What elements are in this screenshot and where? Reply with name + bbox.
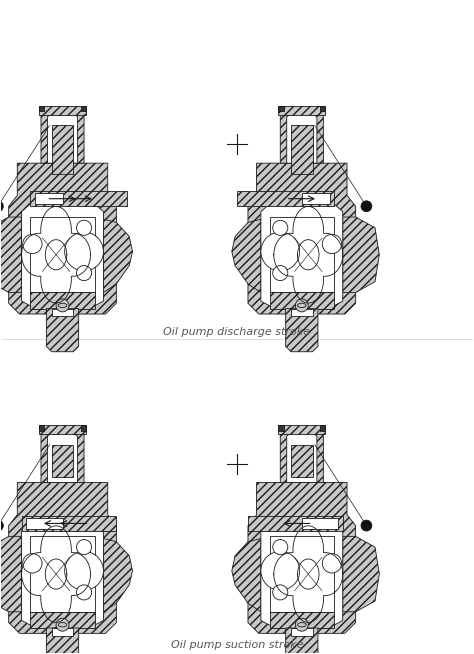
Polygon shape xyxy=(30,217,95,292)
Bar xyxy=(320,106,326,111)
Circle shape xyxy=(322,234,342,254)
Circle shape xyxy=(76,220,91,235)
Circle shape xyxy=(0,520,3,531)
Polygon shape xyxy=(39,425,86,434)
Circle shape xyxy=(261,551,300,591)
Polygon shape xyxy=(302,194,330,204)
Polygon shape xyxy=(22,516,116,531)
Polygon shape xyxy=(291,445,312,477)
Circle shape xyxy=(361,201,372,212)
Polygon shape xyxy=(52,445,73,477)
Polygon shape xyxy=(52,628,73,636)
Polygon shape xyxy=(270,217,334,292)
Ellipse shape xyxy=(298,623,306,627)
Polygon shape xyxy=(22,520,103,628)
Circle shape xyxy=(273,220,288,235)
Circle shape xyxy=(64,232,103,271)
Polygon shape xyxy=(26,518,63,529)
Polygon shape xyxy=(47,114,78,163)
Polygon shape xyxy=(270,292,334,309)
Polygon shape xyxy=(39,106,86,114)
Circle shape xyxy=(76,585,91,600)
Polygon shape xyxy=(0,217,22,292)
Circle shape xyxy=(261,232,300,271)
Circle shape xyxy=(64,551,103,591)
Circle shape xyxy=(56,618,69,631)
Circle shape xyxy=(295,299,308,312)
Bar xyxy=(278,106,283,111)
Polygon shape xyxy=(41,109,84,163)
Polygon shape xyxy=(237,191,334,206)
Bar xyxy=(81,106,86,111)
Circle shape xyxy=(295,618,308,631)
Polygon shape xyxy=(278,106,326,114)
Polygon shape xyxy=(46,628,79,654)
Circle shape xyxy=(361,520,372,531)
Polygon shape xyxy=(291,126,312,174)
Polygon shape xyxy=(302,518,338,529)
Text: Oil pump suction stroke: Oil pump suction stroke xyxy=(171,640,303,650)
Polygon shape xyxy=(291,628,312,636)
Polygon shape xyxy=(343,217,379,292)
Circle shape xyxy=(273,266,288,281)
Polygon shape xyxy=(270,536,334,611)
Polygon shape xyxy=(280,428,323,483)
Polygon shape xyxy=(0,536,22,611)
Polygon shape xyxy=(291,309,312,316)
Bar xyxy=(278,425,283,431)
Circle shape xyxy=(273,585,288,600)
Bar xyxy=(81,425,86,431)
Bar xyxy=(39,425,44,431)
Ellipse shape xyxy=(58,623,67,627)
Circle shape xyxy=(0,201,3,212)
Text: Oil pump discharge stroke: Oil pump discharge stroke xyxy=(164,327,310,337)
Circle shape xyxy=(322,553,342,573)
Polygon shape xyxy=(30,191,127,206)
Polygon shape xyxy=(287,433,317,483)
Polygon shape xyxy=(47,433,78,483)
Bar xyxy=(39,106,44,111)
Ellipse shape xyxy=(58,303,67,307)
Circle shape xyxy=(23,234,42,254)
Polygon shape xyxy=(261,520,343,628)
Polygon shape xyxy=(46,309,79,352)
Ellipse shape xyxy=(298,303,306,307)
Polygon shape xyxy=(52,126,73,174)
Circle shape xyxy=(76,266,91,281)
Polygon shape xyxy=(30,292,95,309)
Polygon shape xyxy=(103,538,133,611)
Polygon shape xyxy=(343,536,379,611)
Circle shape xyxy=(273,540,288,555)
Polygon shape xyxy=(248,483,356,633)
Polygon shape xyxy=(103,219,133,292)
Polygon shape xyxy=(232,219,261,292)
Polygon shape xyxy=(286,628,318,654)
Polygon shape xyxy=(41,428,84,483)
Polygon shape xyxy=(30,536,95,611)
Polygon shape xyxy=(287,114,317,163)
Polygon shape xyxy=(248,516,343,531)
Polygon shape xyxy=(35,194,63,204)
Bar xyxy=(320,425,326,431)
Circle shape xyxy=(76,540,91,555)
Polygon shape xyxy=(261,201,343,309)
Polygon shape xyxy=(9,163,116,314)
Polygon shape xyxy=(9,483,116,633)
Polygon shape xyxy=(270,611,334,628)
Polygon shape xyxy=(232,538,261,611)
Polygon shape xyxy=(278,425,326,434)
Polygon shape xyxy=(30,611,95,628)
Polygon shape xyxy=(248,163,356,314)
Polygon shape xyxy=(286,309,318,352)
Circle shape xyxy=(23,553,42,573)
Polygon shape xyxy=(52,309,73,316)
Polygon shape xyxy=(280,109,323,163)
Circle shape xyxy=(56,299,69,312)
Polygon shape xyxy=(22,201,103,309)
